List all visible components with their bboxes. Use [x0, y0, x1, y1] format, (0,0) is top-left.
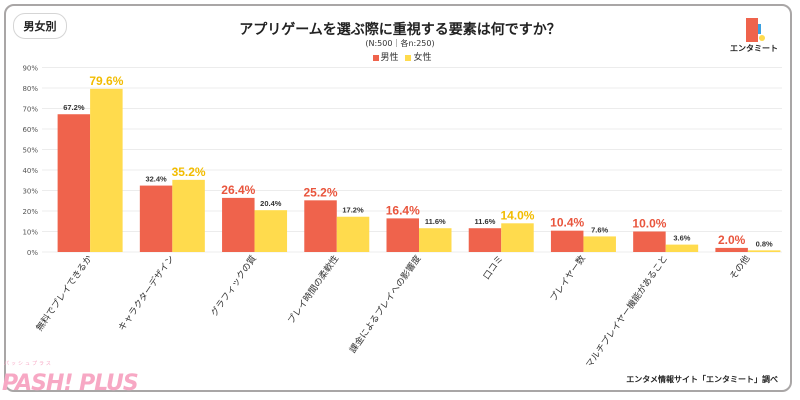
- data-label-female: 14.0%: [500, 208, 534, 222]
- y-tick-label: 0%: [27, 249, 38, 257]
- watermark-kana: パッシュプラス: [4, 361, 53, 367]
- x-category-label: 課金によるプレイへの影響度: [347, 253, 424, 356]
- y-tick-label: 70%: [22, 106, 38, 114]
- bar-male: [633, 231, 666, 252]
- data-label-female: 7.6%: [591, 225, 608, 234]
- y-tick-label: 10%: [22, 229, 38, 237]
- x-category-label: マルチプレイヤー機能があること: [583, 253, 670, 370]
- gender-badge: 男女別: [13, 13, 67, 39]
- data-label-female: 20.4%: [260, 199, 282, 208]
- legend-swatch-female: [405, 54, 412, 61]
- x-category-label: 口コミ: [482, 254, 506, 282]
- data-label-male: 11.6%: [475, 217, 496, 226]
- bar-male: [139, 185, 173, 252]
- bar-female: [419, 228, 452, 252]
- data-label-male: 25.2%: [304, 185, 338, 199]
- bar-male: [57, 114, 91, 253]
- bar-female: [254, 210, 288, 252]
- x-category-label: グラフィックの質: [208, 253, 259, 319]
- bar-male: [550, 230, 584, 252]
- bar-male: [222, 197, 255, 252]
- bar-female: [336, 216, 370, 252]
- bar-male: [386, 218, 419, 252]
- y-tick-label: 90%: [22, 65, 38, 73]
- legend: 男性 女性: [0, 50, 800, 63]
- y-tick-label: 50%: [22, 147, 38, 155]
- data-label-male: 16.4%: [386, 203, 420, 217]
- bar-female: [665, 244, 699, 252]
- x-category-label: キャラクターデザイン: [116, 253, 177, 333]
- y-tick-label: 40%: [22, 167, 38, 175]
- source-note: エンタメ情報サイト「エンタミート」調べ: [626, 375, 778, 384]
- y-tick-label: 30%: [22, 188, 38, 196]
- bar-female: [90, 88, 123, 252]
- y-tick-label: 60%: [22, 126, 38, 134]
- y-tick-label: 80%: [22, 85, 38, 93]
- bar-female: [747, 250, 781, 252]
- bar-female: [501, 223, 534, 252]
- logo-text: エンタミート: [730, 44, 778, 53]
- watermark-logo: PASH! PLUS: [2, 371, 139, 396]
- chart-subtitle: (N:500｜各n:250): [365, 39, 435, 48]
- legend-label-female: 女性: [413, 53, 432, 63]
- bar-female: [583, 236, 616, 252]
- x-category-label: プレイヤー数: [547, 253, 588, 304]
- y-tick-label: 20%: [22, 208, 38, 216]
- entameet-logo-icon: [746, 18, 765, 42]
- chart-card: [4, 4, 792, 392]
- data-label-male: 26.4%: [221, 183, 255, 197]
- x-category-label: 無料でプレイできるか: [33, 253, 94, 333]
- bar-male: [468, 228, 502, 252]
- x-category-label: プレイ時間の柔軟性: [285, 253, 341, 326]
- legend-swatch-male: [372, 54, 379, 61]
- data-label-male: 10.0%: [632, 217, 666, 231]
- data-label-male: 10.4%: [550, 216, 584, 230]
- bar-male: [304, 200, 337, 252]
- bar-female: [172, 179, 205, 252]
- chart-title: アプリゲームを選ぶ際に重視する要素は何ですか？: [239, 22, 561, 38]
- data-label-female: 3.6%: [673, 234, 690, 243]
- data-label-female: 17.2%: [342, 206, 364, 215]
- legend-label-male: 男性: [380, 53, 399, 63]
- data-label-male: 32.4%: [145, 175, 167, 184]
- data-label-male: 2.0%: [718, 233, 746, 247]
- data-label-female: 0.8%: [756, 239, 773, 248]
- data-label-female: 35.2%: [172, 165, 206, 179]
- x-category-label: その他: [727, 253, 752, 282]
- data-label-female: 79.6%: [89, 74, 123, 88]
- data-label-female: 11.6%: [425, 217, 446, 226]
- bar-male: [715, 247, 748, 252]
- data-label-male: 67.2%: [63, 103, 85, 112]
